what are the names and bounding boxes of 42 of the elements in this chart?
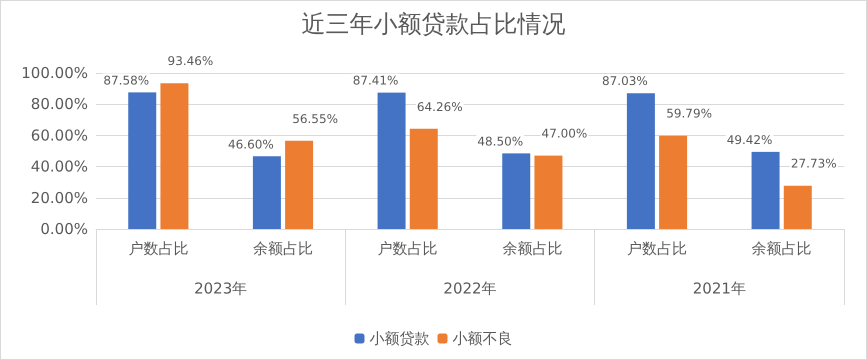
data-label: 49.42%	[726, 132, 772, 147]
data-label: 87.41%	[352, 74, 398, 88]
data-label: 59.79%	[666, 106, 712, 121]
text: 2021年	[692, 280, 746, 298]
y-tick-label: 80.00%	[30, 95, 88, 114]
bar	[410, 128, 438, 229]
data-label: 47.00%	[542, 126, 588, 141]
text: 2022年	[443, 280, 497, 298]
x-tick-label: 余额占比	[752, 240, 812, 258]
x-tick-label: 户数占比	[128, 240, 188, 258]
bar	[502, 153, 530, 229]
x-tick-label: 余额占比	[502, 240, 562, 258]
text: 2023年	[194, 280, 248, 298]
chart-title: 近三年小额贷款占比情况	[302, 10, 566, 38]
legend-label: 小额不良	[452, 330, 512, 348]
bar	[378, 92, 406, 229]
bar	[252, 156, 281, 229]
data-label: 64.26%	[416, 100, 463, 114]
x-tick-label: 户数占比	[378, 240, 438, 258]
legend-label: 小额贷款	[370, 330, 430, 348]
data-label: 87.03%	[602, 74, 648, 88]
x-tick-label: 户数占比	[627, 240, 687, 258]
bar	[285, 140, 314, 229]
bar	[659, 136, 688, 229]
data-label: 46.60%	[228, 137, 274, 152]
data-label: 48.50%	[477, 134, 524, 148]
y-tick-label: 100.00%	[21, 64, 88, 82]
bar	[160, 83, 188, 229]
data-label: 93.46%	[168, 54, 214, 68]
x-tick-label: 余额占比	[253, 240, 313, 258]
bar	[752, 152, 780, 229]
bar	[626, 93, 655, 229]
y-tick-label: 20.00%	[30, 188, 88, 207]
y-tick-label: 40.00%	[30, 158, 88, 176]
y-tick-label: 60.00%	[30, 126, 88, 144]
bar	[128, 92, 156, 229]
data-label: 56.55%	[292, 112, 338, 126]
bar	[784, 186, 812, 229]
bar	[534, 156, 562, 229]
data-label: 27.73%	[790, 156, 837, 171]
y-tick-label: 0.00%	[40, 220, 88, 238]
data-label: 87.58%	[103, 73, 150, 88]
